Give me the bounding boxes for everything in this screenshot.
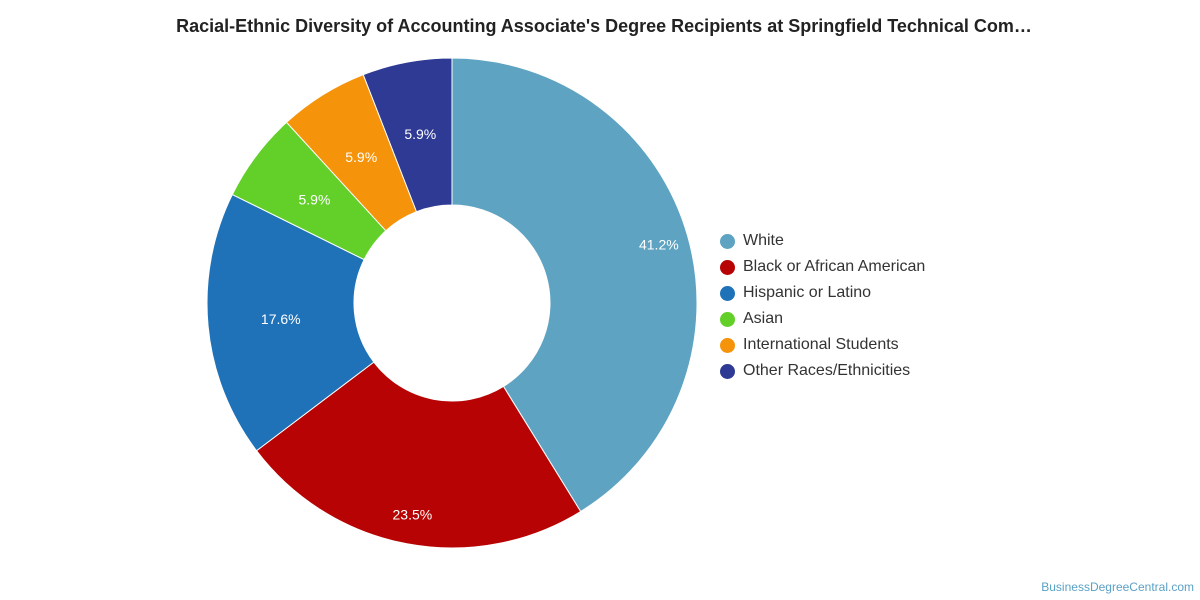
legend-swatch (720, 337, 735, 353)
legend-item[interactable]: International Students (720, 332, 925, 358)
legend-item[interactable]: Hispanic or Latino (720, 280, 925, 306)
legend-label: White (743, 232, 784, 249)
slice-black-or-african-american[interactable] (255, 361, 582, 549)
legend: White Black or African American Hispanic o… (720, 228, 925, 384)
chart-title: Racial-Ethnic Diversity of Accounting As… (176, 16, 1032, 36)
slice-label: 17.6% (261, 311, 301, 327)
legend-item[interactable]: Other Races/Ethnicities (720, 358, 925, 384)
slice-white[interactable] (451, 57, 698, 513)
legend-swatch (720, 259, 735, 275)
legend-label: Hispanic or Latino (743, 284, 872, 301)
legend-label: Black or African American (743, 258, 926, 275)
slice-other-races-ethnicities[interactable] (362, 57, 453, 213)
legend-label: Asian (743, 310, 784, 327)
legend-label: Other Races/Ethnicities (743, 362, 911, 379)
legend-swatch (720, 285, 735, 301)
legend-item[interactable]: White (720, 228, 925, 254)
slice-hispanic-or-latino[interactable] (206, 193, 375, 452)
legend-label: International Students (743, 336, 899, 353)
legend-swatch (720, 311, 735, 327)
slice-label: 23.5% (393, 506, 433, 522)
legend-swatch (720, 233, 735, 249)
slice-label: 5.9% (345, 149, 377, 165)
legend-swatch (720, 363, 735, 379)
slice-label: 5.9% (298, 192, 330, 208)
slice-label: 5.9% (404, 126, 436, 142)
slice-label: 41.2% (639, 236, 679, 252)
legend-item[interactable]: Black or African American (720, 254, 925, 280)
source-credit[interactable]: BusinessDegreeCentral.com (1041, 580, 1194, 594)
legend-item[interactable]: Asian (720, 306, 925, 332)
